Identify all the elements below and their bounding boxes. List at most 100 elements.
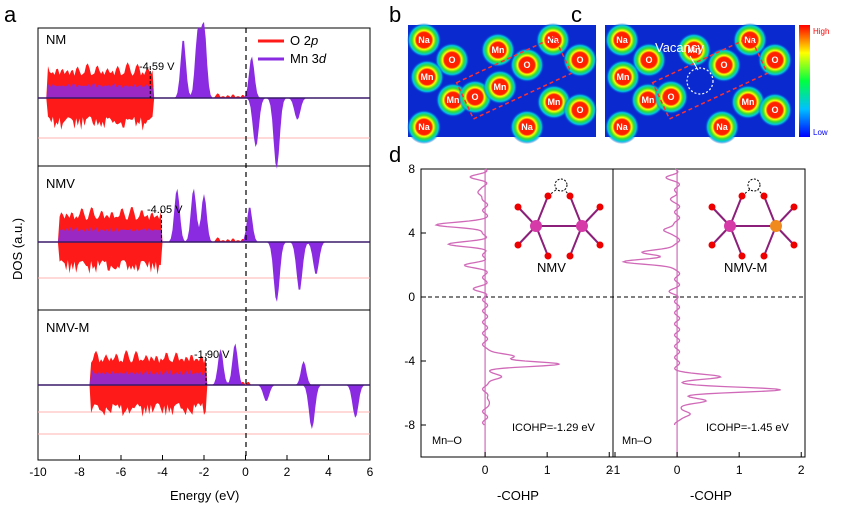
annotation-nmv: -4.05 V [147, 204, 183, 216]
cohp-name-nmv: NMV [537, 260, 566, 275]
colorbar-high-label: High [813, 27, 829, 36]
atom-glow [677, 33, 711, 67]
d-ytick-label: -4 [404, 354, 415, 368]
mn3d-spin-up-low-NM [38, 83, 252, 98]
a-xtick-label: -8 [74, 465, 85, 479]
atom-label-o: O [471, 92, 478, 102]
subplot-name-nmvm: NMV-M [46, 320, 89, 335]
panel-c-highlight-box [651, 36, 769, 120]
atom-glow [632, 43, 666, 77]
atom-glow [654, 80, 688, 114]
atom-label-o: O [576, 105, 583, 115]
d-ytick-label: 8 [408, 162, 415, 176]
d-xtick-label: 2 [606, 463, 613, 477]
atom-glow [605, 23, 639, 57]
d-xtick-label: 1 [736, 463, 743, 477]
atom-glow [410, 60, 444, 94]
a-xtick-label: -2 [199, 465, 210, 479]
atom-glow [758, 93, 792, 127]
icohp-label-nmv: ICOHP=-1.29 eV [512, 422, 596, 434]
atom-label-na: Na [521, 122, 533, 132]
panel-d2-xlabel: -COHP [690, 488, 732, 503]
a-xtick-label: 2 [284, 465, 291, 479]
structure-inset-nmvm [708, 178, 798, 260]
atom-label-mn: Mn [742, 97, 755, 107]
panel-b-highlight-box [455, 36, 573, 120]
mn3d-spin-up-low-NMV [38, 226, 252, 242]
atom-glow [707, 48, 741, 82]
cohp-curve-NMV [434, 168, 560, 426]
mn3d-spin-down-NMV-M [245, 385, 370, 429]
atom-label-na: Na [547, 35, 559, 45]
atom-glow [483, 70, 517, 104]
legend-label-mn3d: Mn 3d [290, 51, 327, 66]
structure-inset-nmv [514, 178, 604, 260]
colorbar [799, 25, 810, 137]
mn3d-spin-up-peaks-NMV-M [162, 343, 319, 385]
legend-label-o2p: O 2p [290, 33, 318, 48]
vacancy-label: Vacancy [655, 40, 704, 55]
atom-label-mn: Mn [447, 95, 460, 105]
panel-a-xlabel: Energy (eV) [170, 488, 239, 503]
a-xtick-label: 0 [242, 465, 249, 479]
a-xtick-label: -6 [116, 465, 127, 479]
mn3d-spin-down-NMV [245, 242, 370, 302]
d-xtick-label: 0 [674, 463, 681, 477]
atom-label-o: O [771, 55, 778, 65]
atom-label-mn: Mn [421, 72, 434, 82]
atom-glow [537, 85, 571, 119]
panel-d1-xlabel: -COHP [497, 488, 539, 503]
panel-d-x-ticks: 0 1 2-1 0 1 2 [482, 452, 805, 477]
dos-curves [38, 21, 370, 435]
mn3d-spin-up-peaks-NMV [162, 188, 319, 242]
bond-label-nmvm: Mn–O [622, 435, 652, 447]
atom-label-o: O [523, 60, 530, 70]
d-xtick-label: 1 [544, 463, 551, 477]
atom-glow [536, 23, 570, 57]
atom-glow [563, 43, 597, 77]
atom-label-mn: Mn [617, 72, 630, 82]
atom-label-mn: Mn [548, 97, 561, 107]
panel-d-y-ticks: 8 4 0 -4 -8 [404, 162, 426, 432]
d-ytick-label: -8 [404, 418, 415, 432]
a-xtick-label: 6 [367, 465, 374, 479]
atom-glow [605, 110, 639, 144]
atom-glow [481, 33, 515, 67]
annotation-nm: -4.59 V [139, 61, 175, 73]
atom-label-o: O [667, 92, 674, 102]
atom-label-o: O [771, 105, 778, 115]
d-ytick-label: 0 [408, 290, 415, 304]
bond-label-nmv: Mn–O [432, 435, 462, 447]
annotation-nmvm: -1.90 V [194, 349, 230, 361]
atom-glow [731, 85, 765, 119]
a-xtick-label: 4 [325, 465, 332, 479]
atom-label-na: Na [716, 122, 728, 132]
panel-b-atoms: Na O Mn Na Mn Mn O O Mn Na Na Mn O O [407, 23, 597, 144]
colorbar-low-label: Low [813, 128, 828, 137]
cohp-curves [434, 168, 781, 457]
atom-glow [606, 60, 640, 94]
atom-glow [563, 93, 597, 127]
atom-label-mn: Mn [492, 45, 505, 55]
o2p-spin-down-NM [38, 98, 252, 131]
atom-glow [407, 23, 441, 57]
atom-glow [510, 110, 544, 144]
d-xtick-label: -1 [610, 463, 621, 477]
subplot-name-nmv: NMV [46, 176, 75, 191]
atom-label-o: O [645, 55, 652, 65]
d-ytick-label: 4 [408, 226, 415, 240]
panel-c-atoms: Na O Mn Na Mn Mn O O Na Na Mn O O [605, 23, 792, 144]
a-xtick-label: -10 [29, 465, 47, 479]
atom-label-na: Na [616, 35, 628, 45]
vacancy-marker [686, 67, 714, 95]
vacancy-pointer [689, 55, 699, 71]
icohp-label-nmvm: ICOHP=-1.45 eV [706, 422, 790, 434]
panel-letter-a: a [4, 2, 17, 27]
atom-glow [705, 110, 739, 144]
atom-label-o: O [720, 60, 727, 70]
panel-d2-frame [612, 168, 806, 458]
d-xtick-label: 2 [798, 463, 805, 477]
subplot-name-nm: NM [46, 32, 66, 47]
atom-glow [510, 48, 544, 82]
